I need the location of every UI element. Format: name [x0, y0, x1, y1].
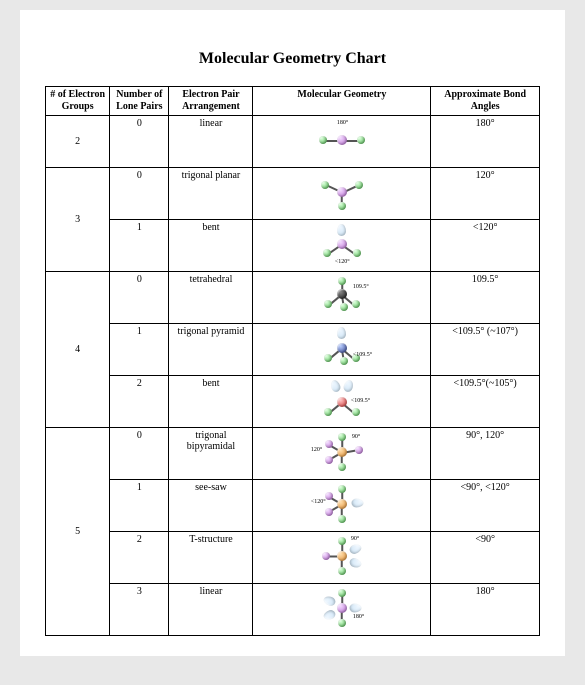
cell-angle: 90°, 120°	[431, 428, 540, 480]
cell-arr: linear	[169, 584, 253, 636]
molecule-tshape-icon: 90°	[307, 534, 377, 578]
table-row: 1 trigonal pyramid <109.5° <	[46, 324, 540, 376]
cell-mol: <120°	[253, 480, 431, 532]
cell-mol: 109.5°	[253, 272, 431, 324]
angle-label: 90°	[351, 536, 359, 542]
angle-label: 180°	[353, 614, 364, 620]
cell-mol: <109.5°	[253, 376, 431, 428]
cell-lone: 1	[110, 220, 169, 272]
molecule-seesaw-icon: <120°	[307, 482, 377, 526]
cell-angle: <120°	[431, 220, 540, 272]
col-header-lonepairs: Number of Lone Pairs	[110, 87, 169, 116]
angle-label: 180°	[337, 120, 348, 126]
cell-mol: <109.5°	[253, 324, 431, 376]
page-title: Molecular Geometry Chart	[45, 50, 540, 68]
cell-mol	[253, 168, 431, 220]
cell-mol: 90°	[253, 532, 431, 584]
cell-lone: 1	[110, 480, 169, 532]
cell-arr: T-structure	[169, 532, 253, 584]
table-row: 2 0 linear 180° 180°	[46, 116, 540, 168]
cell-angle: <90°, <120°	[431, 480, 540, 532]
cell-lone: 2	[110, 532, 169, 584]
cell-mol: 180°	[253, 584, 431, 636]
molecule-trigonal-planar-icon	[307, 170, 377, 214]
cell-angle: <109.5° (~107°)	[431, 324, 540, 376]
cell-group: 5	[46, 428, 110, 636]
cell-mol: <120°	[253, 220, 431, 272]
table-row: 3 linear 180° 180°	[46, 584, 540, 636]
table-row: 5 0 trigonal bipyramidal	[46, 428, 540, 480]
table-row: 2 bent <109.5° <109.5°(~105°)	[46, 376, 540, 428]
molecule-tbp-icon: 90° 120°	[307, 430, 377, 474]
col-header-groups: # of Electron Groups	[46, 87, 110, 116]
cell-group: 3	[46, 168, 110, 272]
cell-arr: trigonal planar	[169, 168, 253, 220]
table-row: 1 see-saw <120°	[46, 480, 540, 532]
angle-label: <120°	[311, 499, 326, 505]
angle-label: <120°	[335, 259, 350, 265]
molecule-bent3-icon: <120°	[307, 222, 377, 266]
table-row: 1 bent <120° <120°	[46, 220, 540, 272]
cell-lone: 0	[110, 272, 169, 324]
table-row: 2 T-structure 90°	[46, 532, 540, 584]
cell-mol: 180°	[253, 116, 431, 168]
cell-arr: tetrahedral	[169, 272, 253, 324]
cell-lone: 3	[110, 584, 169, 636]
cell-group: 2	[46, 116, 110, 168]
cell-lone: 0	[110, 168, 169, 220]
cell-arr: see-saw	[169, 480, 253, 532]
cell-group: 4	[46, 272, 110, 428]
cell-lone: 1	[110, 324, 169, 376]
geometry-table: # of Electron Groups Number of Lone Pair…	[45, 86, 540, 636]
molecule-tetrahedral-icon: 109.5°	[307, 274, 377, 318]
cell-arr: trigonal bipyramidal	[169, 428, 253, 480]
cell-mol: 90° 120°	[253, 428, 431, 480]
molecule-linear-icon: 180°	[307, 118, 377, 162]
cell-arr: bent	[169, 376, 253, 428]
col-header-angles: Approximate Bond Angles	[431, 87, 540, 116]
molecule-linear5-icon: 180°	[307, 586, 377, 630]
angle-label: 90°	[352, 434, 360, 440]
document-page: Molecular Geometry Chart # of Electron G…	[20, 10, 565, 656]
col-header-arrangement: Electron Pair Arrangement	[169, 87, 253, 116]
table-row: 3 0 trigonal planar 120°	[46, 168, 540, 220]
col-header-molgeom: Molecular Geometry	[253, 87, 431, 116]
angle-label: 120°	[311, 447, 322, 453]
cell-angle: <90°	[431, 532, 540, 584]
molecule-bent4-icon: <109.5°	[307, 378, 377, 422]
cell-angle: 180°	[431, 584, 540, 636]
molecule-trigonal-pyramid-icon: <109.5°	[307, 326, 377, 370]
cell-lone: 0	[110, 116, 169, 168]
angle-label: <109.5°	[351, 398, 370, 404]
cell-arr: trigonal pyramid	[169, 324, 253, 376]
cell-angle: 109.5°	[431, 272, 540, 324]
angle-label: 109.5°	[353, 284, 369, 290]
cell-angle: 120°	[431, 168, 540, 220]
cell-arr: bent	[169, 220, 253, 272]
table-row: 4 0 tetrahedral 109.5°	[46, 272, 540, 324]
cell-arr: linear	[169, 116, 253, 168]
cell-angle: <109.5°(~105°)	[431, 376, 540, 428]
cell-lone: 2	[110, 376, 169, 428]
cell-lone: 0	[110, 428, 169, 480]
angle-label: <109.5°	[353, 352, 372, 358]
cell-angle: 180°	[431, 116, 540, 168]
table-header: # of Electron Groups Number of Lone Pair…	[46, 87, 540, 116]
table-body: 2 0 linear 180° 180° 3 0 t	[46, 116, 540, 636]
